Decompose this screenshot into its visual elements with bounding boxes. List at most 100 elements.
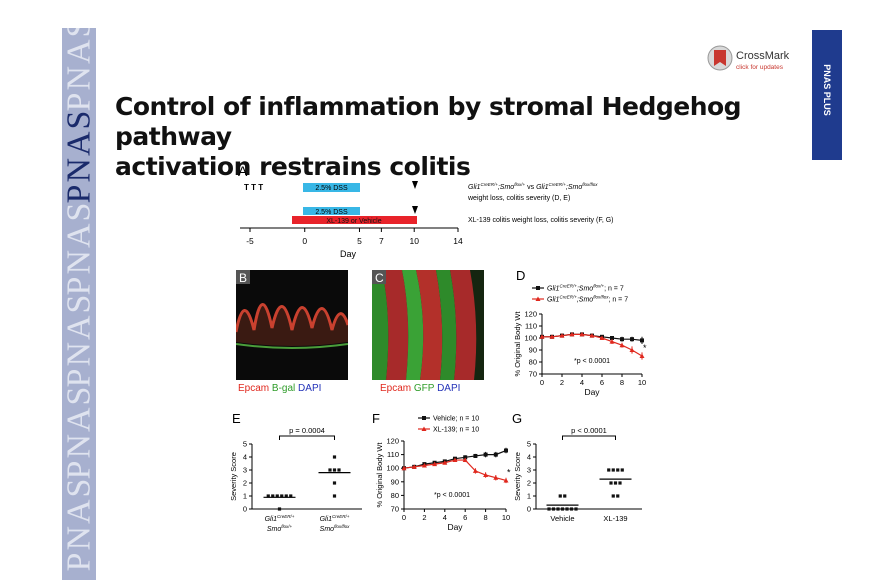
data-point — [463, 455, 468, 460]
significance-star: * — [507, 467, 511, 477]
timeline-axis-label: Day — [340, 249, 357, 259]
panel-g-label: G — [512, 411, 522, 426]
data-point — [332, 468, 337, 472]
data-point — [565, 507, 569, 511]
data-point — [289, 494, 293, 498]
data-point — [611, 494, 615, 498]
y-tick-label: 5 — [243, 440, 247, 449]
panel-a-row1-text: Gli1CreER/+;Smoflox/+ vs Gli1CreER/+;Smofl… — [468, 182, 598, 191]
harvest-arrow-1 — [412, 181, 418, 189]
y-tick-label: 1 — [243, 492, 247, 501]
panel-g-chart: G 0 1 2 3 4 5 Severity Score Vehicle XL-139 p < 0… — [512, 411, 642, 523]
article-title: Control of inflammation by stromal Hedge… — [115, 92, 805, 182]
data-point — [579, 331, 585, 337]
legend-dapi: DAPI — [298, 383, 322, 394]
timeline-tick-label: 0 — [302, 236, 307, 246]
harvest-arrow-2 — [412, 206, 418, 214]
y-axis-label: Severity Score — [229, 452, 238, 501]
data-point — [569, 507, 574, 511]
p-value-label: p = 0.0004 — [289, 426, 325, 435]
drug-bar-label: XL-139 or Vehicle — [326, 218, 381, 225]
y-axis-label: % Original Body Wt — [513, 311, 522, 377]
y-tick-label: 80 — [529, 358, 537, 367]
y-axis-label: Severity Score — [513, 452, 522, 501]
category-label: Gli1CreER/+ — [320, 514, 350, 523]
data-point — [411, 464, 417, 469]
data-point — [284, 494, 288, 498]
y-tick-label: 110 — [525, 322, 537, 331]
data-point — [539, 334, 545, 339]
series-line-1 — [403, 459, 507, 482]
data-point — [558, 494, 562, 498]
data-point — [266, 494, 270, 498]
data-point — [560, 507, 565, 511]
y-tick-label: 100 — [524, 334, 537, 343]
pnas-plus-tab: PNAS PLUS — [812, 30, 842, 160]
data-point — [639, 353, 645, 358]
timeline-tick-label: 5 — [357, 236, 362, 246]
data-point — [472, 468, 478, 473]
panel-b-legend: Epcam B-gal DAPI — [238, 383, 321, 394]
pnas-watermark: PNAS — [62, 384, 96, 480]
x-tick-label: 0 — [402, 513, 406, 522]
panel-f-chart: F 0 2 4 6 8 10 70 80 90 100 110 120 Day % Original Bo… — [372, 411, 511, 532]
panel-a-timeline: A T T T 2.5% DSS 2.5% DSS XL-139 or Vehi… — [238, 163, 614, 259]
crossmark-badge[interactable]: CrossMark click for updates — [706, 42, 798, 78]
p-value-label: p < 0.0001 — [571, 426, 607, 435]
timeline-tick-label: 14 — [453, 236, 463, 246]
legend-label: Vehicle; n = 10 — [433, 416, 479, 423]
data-point — [556, 507, 560, 511]
legend-marker — [421, 426, 427, 431]
y-tick-label: 80 — [391, 491, 399, 500]
legend-epcam: Epcam — [238, 383, 270, 394]
panel-b-micrograph: B — [236, 270, 348, 380]
x-tick-label: 0 — [540, 378, 544, 387]
x-axis-label: Day — [447, 522, 463, 532]
significance-star: * — [643, 343, 647, 353]
crossmark-logo-icon: CrossMark click for updates — [707, 45, 790, 71]
data-point — [275, 494, 279, 498]
data-point — [462, 457, 468, 463]
x-tick-label: 4 — [580, 378, 584, 387]
y-tick-label: 2 — [243, 479, 247, 488]
title-line-1: Control of inflammation by stromal Hedge… — [115, 92, 742, 151]
data-point — [559, 333, 565, 338]
data-point — [563, 494, 567, 498]
data-point — [629, 347, 635, 352]
data-point — [609, 481, 613, 485]
data-point — [483, 472, 489, 477]
data-point — [616, 468, 620, 472]
legend-marker — [422, 416, 426, 420]
data-point — [483, 452, 488, 457]
y-tick-label: 4 — [243, 453, 247, 462]
category-label: XL-139 — [603, 514, 627, 523]
significance-bracket — [279, 435, 335, 440]
panel-a-row1-line2: weight loss, colitis severity (D, E) — [467, 195, 570, 202]
tamoxifen-markers: T T T — [244, 183, 263, 192]
panel-d-label: D — [516, 268, 525, 283]
legend-bgal: B-gal — [271, 383, 296, 394]
data-point — [630, 337, 634, 342]
pnas-watermark: PNAS — [62, 108, 96, 204]
p-value-label: *p < 0.0001 — [434, 492, 470, 499]
x-tick-label: 8 — [620, 378, 624, 387]
legend-label: XL-139; n = 10 — [433, 427, 479, 434]
data-point — [549, 334, 555, 339]
data-point — [613, 481, 618, 485]
data-point — [609, 339, 615, 344]
data-point — [619, 342, 625, 348]
dss-bar-1-label: 2.5% DSS — [315, 185, 348, 192]
legend-label: Gli1CreER/+;Smoflox/+; n = 7 — [547, 284, 624, 293]
data-point — [332, 455, 337, 459]
panel-a-label: A — [238, 163, 248, 179]
y-tick-label: 120 — [386, 437, 399, 446]
category-label: Gli1CreER/+ — [265, 514, 295, 523]
y-tick-label: 70 — [529, 370, 537, 379]
y-tick-label: 120 — [524, 310, 537, 319]
data-point — [504, 448, 508, 453]
data-point — [569, 331, 575, 337]
data-point — [328, 468, 332, 472]
panel-b-label: B — [239, 271, 247, 285]
data-point — [503, 477, 509, 483]
data-point — [611, 468, 615, 472]
